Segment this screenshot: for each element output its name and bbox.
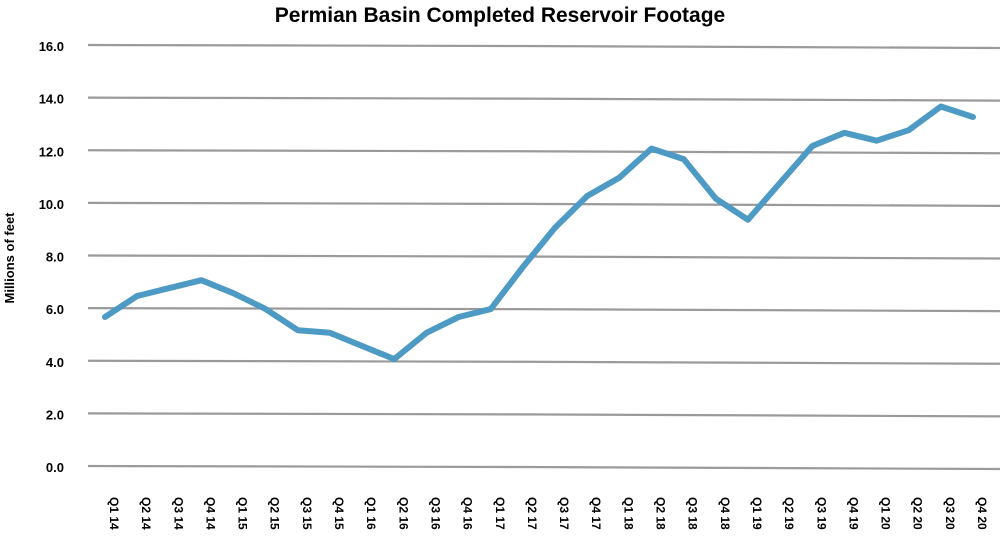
- x-tick-label: Q2 16: [396, 497, 410, 530]
- gridline: [87, 254, 1000, 260]
- x-tick-label: Q1 14: [107, 497, 121, 530]
- x-tick-label: Q3 14: [171, 497, 185, 530]
- x-tick-label: Q2 20: [911, 497, 925, 530]
- series-line: [102, 103, 976, 363]
- gridline: [87, 307, 1000, 313]
- x-tick-label: Q4 18: [718, 497, 732, 530]
- x-tick-label: Q4 16: [461, 497, 475, 530]
- x-tick-label: Q3 16: [428, 497, 442, 530]
- x-tick-label: Q2 15: [268, 497, 282, 530]
- y-tick-label: 4.0: [46, 355, 64, 370]
- x-tick-label: Q3 19: [814, 497, 828, 530]
- y-tick-label: 10.0: [39, 197, 64, 212]
- gridline: [87, 201, 1000, 207]
- x-tick-label: Q4 20: [975, 497, 989, 530]
- gridline: [87, 359, 1000, 365]
- x-tick-label: Q3 18: [686, 497, 700, 530]
- x-tick-label: Q2 14: [139, 497, 153, 530]
- x-axis-ticks: Q1 14 Q2 14 Q3 14 Q4 14 Q1 15 Q2 15 Q3 15 Q4 15…: [107, 497, 989, 530]
- x-tick-label: Q2 18: [654, 497, 668, 530]
- gridline: [87, 464, 1000, 471]
- gridline: [87, 149, 1000, 155]
- series-layer: [102, 103, 976, 363]
- x-tick-label: Q2 19: [782, 497, 796, 530]
- gridlines: [87, 43, 1000, 471]
- x-tick-label: Q4 17: [589, 497, 603, 530]
- x-tick-label: Q1 15: [236, 497, 250, 530]
- y-tick-label: 6.0: [46, 302, 64, 317]
- x-tick-label: Q1 18: [621, 497, 635, 530]
- x-tick-label: Q1 16: [364, 497, 378, 530]
- x-tick-label: Q1 19: [750, 497, 764, 530]
- gridline: [87, 412, 1000, 418]
- y-axis-label: Millions of feet: [2, 212, 17, 304]
- y-tick-label: 12.0: [39, 144, 64, 159]
- y-tick-label: 16.0: [39, 39, 64, 54]
- gridline: [87, 43, 1000, 50]
- x-tick-label: Q4 15: [332, 497, 346, 530]
- x-tick-label: Q4 14: [203, 497, 217, 530]
- gridline: [87, 96, 1000, 102]
- y-tick-label: 0.0: [46, 460, 64, 475]
- x-tick-label: Q3 15: [300, 497, 314, 530]
- y-axis-ticks: 0.0 2.0 4.0 6.0 8.0 10.0 12.0 14.0 16.0: [39, 39, 64, 475]
- y-tick-label: 14.0: [39, 92, 64, 107]
- chart-title: Permian Basin Completed Reservoir Footag…: [275, 4, 725, 27]
- x-tick-label: Q4 19: [846, 497, 860, 530]
- y-tick-label: 8.0: [46, 250, 64, 265]
- y-tick-label: 2.0: [46, 407, 64, 422]
- x-tick-label: Q3 17: [557, 497, 571, 530]
- x-tick-label: Q2 17: [525, 497, 539, 530]
- x-tick-label: Q1 20: [879, 497, 893, 530]
- x-tick-label: Q1 17: [493, 497, 507, 530]
- x-tick-label: Q3 20: [943, 497, 957, 530]
